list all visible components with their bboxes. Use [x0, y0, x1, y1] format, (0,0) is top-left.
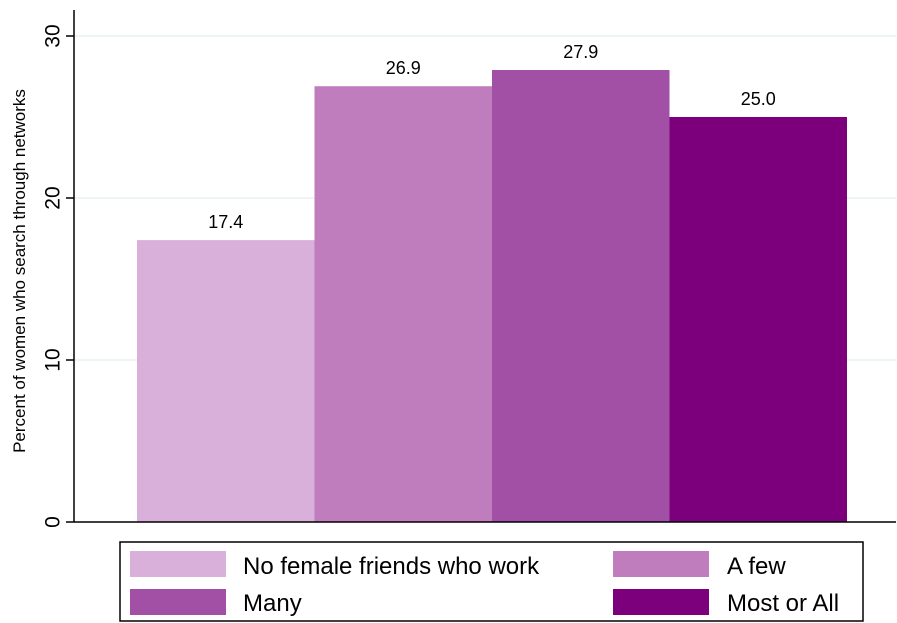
bar	[137, 240, 315, 522]
bar	[669, 117, 847, 522]
bars	[137, 70, 847, 523]
legend-label: No female friends who work	[243, 553, 540, 580]
legend-label: Most or All	[727, 590, 839, 617]
data-label: 27.9	[563, 42, 598, 62]
data-label: 26.9	[386, 58, 421, 78]
legend-swatch	[613, 551, 709, 577]
data-label: 17.4	[208, 212, 243, 232]
y-tick-label: 30	[41, 24, 64, 47]
legend-swatch	[130, 551, 226, 577]
legend-label: A few	[727, 553, 786, 580]
bar	[492, 70, 670, 523]
y-tick-label: 0	[41, 516, 64, 528]
y-tick-label: 20	[41, 186, 64, 209]
legend-swatch	[613, 589, 709, 615]
data-label: 25.0	[741, 89, 776, 109]
legend-label: Many	[243, 590, 302, 617]
y-ticks: 0 10 20 30	[41, 24, 74, 528]
bar	[314, 86, 492, 522]
y-tick-label: 10	[41, 348, 64, 371]
y-axis-title: Percent of women who search through netw…	[10, 89, 29, 453]
legend: No female friends who work A few Many Most …	[119, 541, 864, 622]
legend-swatch	[130, 589, 226, 615]
data-labels: 17.4 26.9 27.9 25.0	[208, 42, 776, 232]
legend-box	[119, 541, 864, 622]
